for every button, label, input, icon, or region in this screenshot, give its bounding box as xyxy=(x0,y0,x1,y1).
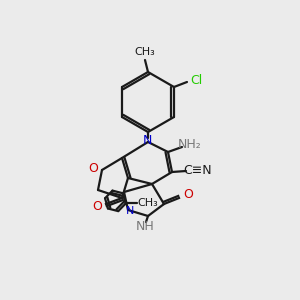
Text: O: O xyxy=(183,188,193,202)
Text: Cl: Cl xyxy=(190,74,202,86)
Text: NH: NH xyxy=(136,220,154,233)
Text: CH₃: CH₃ xyxy=(135,47,155,57)
Text: N: N xyxy=(126,206,134,216)
Text: C≡N: C≡N xyxy=(184,164,212,178)
Text: O: O xyxy=(88,163,98,176)
Text: CH₃: CH₃ xyxy=(137,199,158,208)
Text: NH₂: NH₂ xyxy=(178,139,202,152)
Text: N: N xyxy=(142,134,152,148)
Text: O: O xyxy=(92,200,102,212)
